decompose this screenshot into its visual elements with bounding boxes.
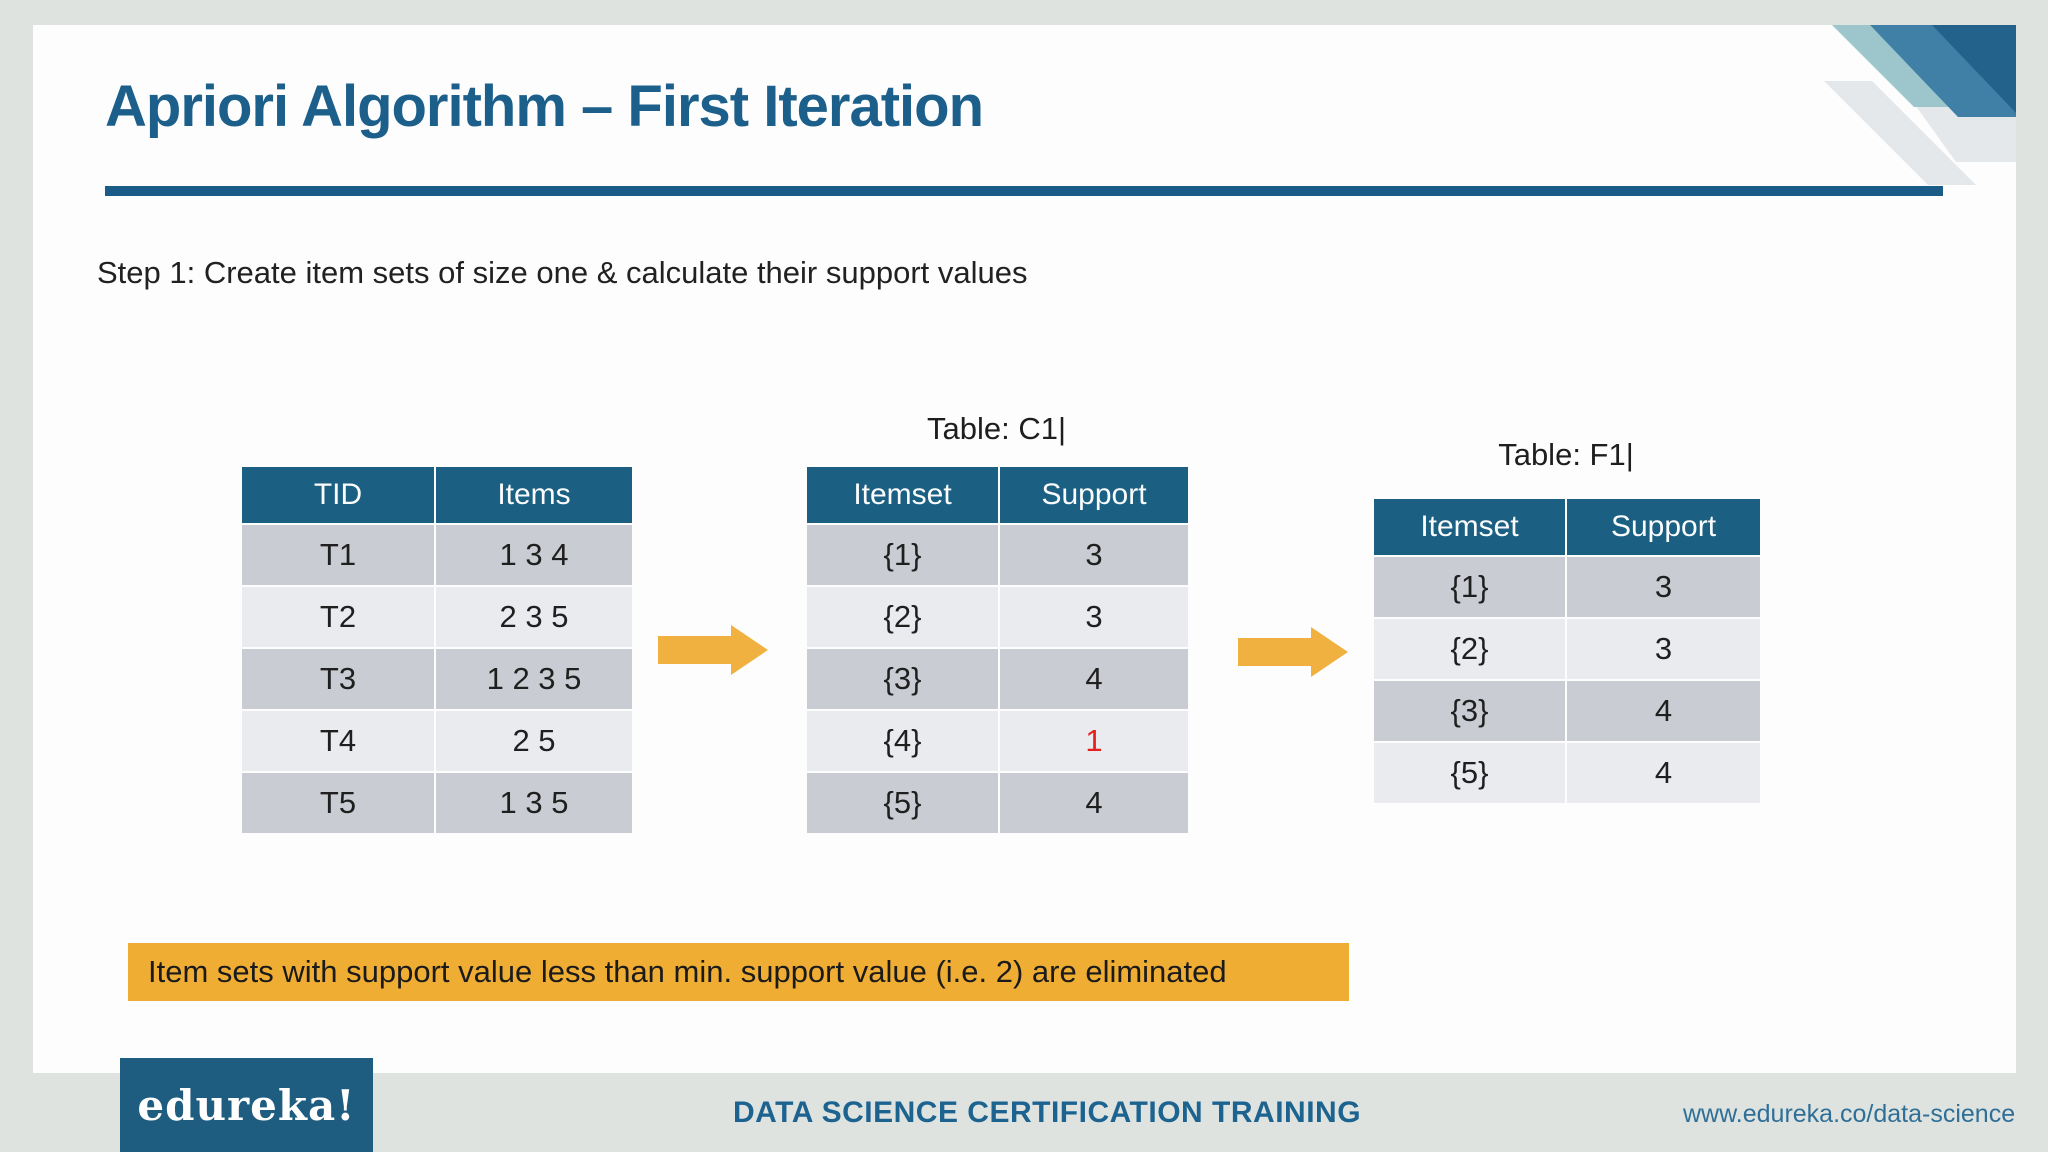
transactions-table: TID Items T1 1 3 4 T2 2 3 5 T3 1 2 3 5 T… bbox=[240, 465, 634, 835]
table-cell: {1} bbox=[1372, 555, 1567, 619]
table-cell: {1} bbox=[805, 523, 1000, 587]
table-row: T3 1 2 3 5 bbox=[240, 647, 634, 711]
table-row: {2} 3 bbox=[805, 585, 1190, 649]
corner-decoration-graphic bbox=[1824, 25, 2016, 185]
column-header-itemset: Itemset bbox=[805, 465, 1000, 525]
table-cell: 4 bbox=[1565, 741, 1762, 805]
table-row: {3} 4 bbox=[1372, 679, 1762, 743]
table-row: T2 2 3 5 bbox=[240, 585, 634, 649]
flow-arrow-icon bbox=[1238, 627, 1348, 677]
table-row: {1} 3 bbox=[1372, 555, 1762, 619]
table-cell: {5} bbox=[805, 771, 1000, 835]
c1-table: Itemset Support {1} 3 {2} 3 {3} 4 {4} 1 bbox=[805, 465, 1190, 835]
page-title: Apriori Algorithm – First Iteration bbox=[105, 74, 984, 139]
title-underline bbox=[105, 186, 1943, 196]
table-cell: T1 bbox=[240, 523, 436, 587]
table-row: T5 1 3 5 bbox=[240, 771, 634, 835]
edureka-logo-text: edureka! bbox=[137, 1080, 356, 1130]
table-cell: 1 3 4 bbox=[434, 523, 634, 587]
table-cell: {2} bbox=[805, 585, 1000, 649]
table-row: {2} 3 bbox=[1372, 617, 1762, 681]
table-cell: T4 bbox=[240, 709, 436, 773]
table-cell: 3 bbox=[998, 585, 1190, 649]
slide-canvas: Apriori Algorithm – First Iteration Step… bbox=[33, 25, 2016, 1073]
column-header-itemset: Itemset bbox=[1372, 497, 1567, 557]
table-cell: T3 bbox=[240, 647, 436, 711]
column-header-tid: TID bbox=[240, 465, 436, 525]
table-cell: 3 bbox=[1565, 555, 1762, 619]
f1-table: Itemset Support {1} 3 {2} 3 {3} 4 {5} 4 bbox=[1372, 497, 1762, 805]
table-cell: {2} bbox=[1372, 617, 1567, 681]
table-row: {1} 3 bbox=[805, 523, 1190, 587]
table-cell: 3 bbox=[998, 523, 1190, 587]
table-row: {5} 4 bbox=[1372, 741, 1762, 805]
column-header-support: Support bbox=[1565, 497, 1762, 557]
table-row: T1 1 3 4 bbox=[240, 523, 634, 587]
table-row: {5} 4 bbox=[805, 771, 1190, 835]
table-cell: 4 bbox=[1565, 679, 1762, 743]
table-cell: {4} bbox=[805, 709, 1000, 773]
edureka-logo: edureka! bbox=[120, 1058, 373, 1152]
table-cell: 1 3 5 bbox=[434, 771, 634, 835]
elimination-note: Item sets with support value less than m… bbox=[128, 943, 1349, 1001]
table-row: {3} 4 bbox=[805, 647, 1190, 711]
table-cell: 2 3 5 bbox=[434, 585, 634, 649]
table-cell: 2 5 bbox=[434, 709, 634, 773]
table-cell: 4 bbox=[998, 647, 1190, 711]
table-label-c1: Table: C1| bbox=[926, 411, 1066, 446]
table-cell: T5 bbox=[240, 771, 436, 835]
table-label-f1: Table: F1| bbox=[1498, 437, 1634, 472]
table-cell: {3} bbox=[1372, 679, 1567, 743]
step-description: Step 1: Create item sets of size one & c… bbox=[97, 255, 1028, 290]
table-cell: 3 bbox=[1565, 617, 1762, 681]
footer-url: www.edureka.co/data-science bbox=[1683, 1100, 2016, 1128]
table-cell-eliminated-support: 1 bbox=[998, 709, 1190, 773]
course-title: DATA SCIENCE CERTIFICATION TRAINING bbox=[733, 1096, 1362, 1129]
column-header-items: Items bbox=[434, 465, 634, 525]
column-header-support: Support bbox=[998, 465, 1190, 525]
table-cell: {3} bbox=[805, 647, 1000, 711]
table-cell: T2 bbox=[240, 585, 436, 649]
table-cell: 4 bbox=[998, 771, 1190, 835]
flow-arrow-icon bbox=[658, 625, 768, 675]
table-cell: {5} bbox=[1372, 741, 1567, 805]
table-row: T4 2 5 bbox=[240, 709, 634, 773]
table-cell: 1 2 3 5 bbox=[434, 647, 634, 711]
table-row-eliminated: {4} 1 bbox=[805, 709, 1190, 773]
